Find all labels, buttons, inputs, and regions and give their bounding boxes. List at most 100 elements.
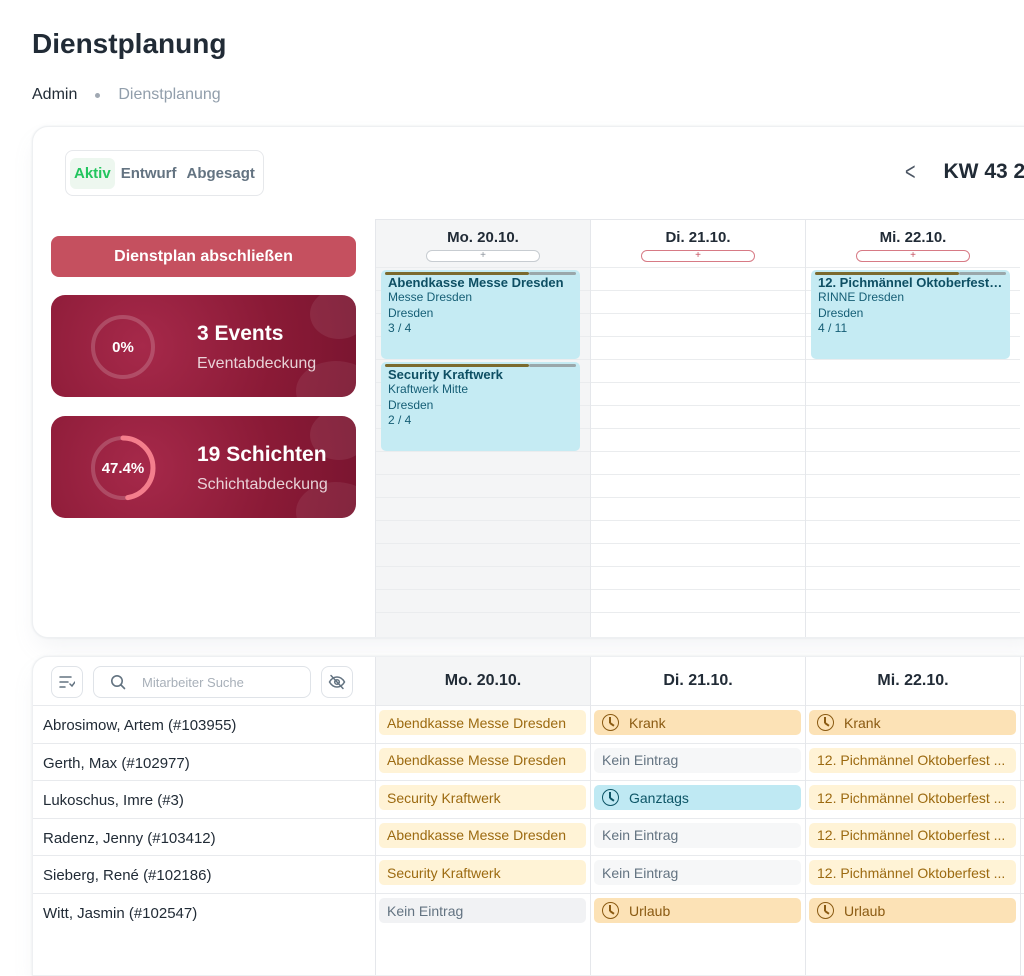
grid-line [806, 267, 1020, 268]
event-coverage-card: 0% 3 Events Eventabdeckung [51, 295, 356, 397]
event-progress-track [529, 272, 576, 275]
grid-line [591, 313, 805, 314]
grid-line [591, 428, 805, 429]
grid-line [806, 359, 1020, 360]
grid-line [806, 474, 1020, 475]
grid-line [591, 359, 805, 360]
event-title: Abendkasse Messe Dresden [388, 275, 564, 290]
grid-line [591, 451, 805, 452]
search-icon [111, 675, 126, 690]
shift-cell[interactable]: 12. Pichmännel Oktoberfest ... [809, 822, 1016, 848]
event-title: 12. Pichmännel Oktoberfest ... [818, 275, 1003, 290]
tab-entwurf[interactable]: Entwurf [120, 164, 177, 182]
grid-line [806, 589, 1020, 590]
staff-day-header: Mi. 22.10. [805, 657, 1020, 705]
filter-list-icon[interactable] [51, 666, 83, 698]
staff-name[interactable]: Sieberg, René (#102186) [43, 867, 212, 885]
table-row: Radenz, Jenny (#103412) Abendkasse Messe … [33, 817, 1024, 856]
shift-cell[interactable]: Ganztags [594, 785, 801, 811]
eye-off-icon[interactable] [321, 666, 353, 698]
grid-line [806, 451, 1020, 452]
grid-line [376, 474, 590, 475]
shift-cell[interactable]: Security Kraftwerk [379, 785, 586, 811]
event-progress-bar [385, 272, 529, 275]
grid-line [591, 520, 805, 521]
grid-line [376, 520, 590, 521]
event-staff-count: 3 / 4 [388, 321, 412, 335]
coverage-count: 19 Schichten [197, 443, 327, 466]
shift-label: Krank [844, 714, 881, 731]
grid-line [806, 428, 1020, 429]
staff-card: Mo. 20.10.Di. 21.10.Mi. 22.10. Abrosimow… [32, 656, 1024, 976]
progress-ring-icon [90, 435, 156, 501]
grid-line [591, 566, 805, 567]
page-title: Dienstplanung [32, 28, 227, 59]
event-card[interactable]: Security Kraftwerk Kraftwerk Mitte Dresd… [381, 362, 580, 451]
shift-cell[interactable]: Urlaub [809, 898, 1016, 923]
shift-cell[interactable]: Urlaub [594, 898, 801, 923]
staff-search-input[interactable] [142, 674, 302, 690]
shift-cell[interactable]: Krank [594, 710, 801, 735]
shift-label: Kein Eintrag [387, 902, 464, 919]
event-card[interactable]: 12. Pichmännel Oktoberfest ... RINNE Dre… [811, 270, 1010, 359]
add-event-button[interactable]: + [641, 250, 755, 262]
tab-aktiv[interactable]: Aktiv [70, 157, 115, 189]
event-card[interactable]: Abendkasse Messe Dresden Messe Dresden D… [381, 270, 580, 359]
shift-label: 12. Pichmännel Oktoberfest ... [817, 789, 1006, 806]
week-navigation: < KW 43 2 [905, 157, 1024, 186]
staff-name[interactable]: Lukoschus, Imre (#3) [43, 792, 184, 810]
grid-line [591, 543, 805, 544]
close-schedule-button[interactable]: Dienstplan abschließen [51, 236, 356, 277]
grid-line [376, 589, 590, 590]
grid-line [591, 405, 805, 406]
table-row: Gerth, Max (#102977) Abendkasse Messe Dre… [33, 742, 1024, 781]
shift-label: 12. Pichmännel Oktoberfest ... [817, 864, 1006, 881]
staff-day-header: Mo. 20.10. [375, 657, 590, 705]
staff-name[interactable]: Abrosimow, Artem (#103955) [43, 717, 237, 734]
staff-name[interactable]: Gerth, Max (#102977) [43, 754, 190, 772]
add-event-button[interactable]: + [856, 250, 970, 262]
table-row: Sieberg, René (#102186) Security Kraftwer… [33, 855, 1024, 893]
shift-label: Abendkasse Messe Dresden [387, 714, 566, 731]
shift-cell[interactable]: Kein Eintrag [594, 860, 801, 886]
event-progress-bar [385, 364, 529, 367]
grid-line [590, 657, 591, 975]
tab-abgesagt[interactable]: Abgesagt [186, 164, 255, 182]
table-row: Lukoschus, Imre (#3) Security Kraftwerk Ga… [33, 780, 1024, 818]
shift-cell[interactable]: Krank [809, 710, 1016, 735]
week-label: KW 43 2 [943, 160, 1024, 183]
grid-line [591, 382, 805, 383]
breadcrumb-admin[interactable]: Admin [32, 86, 78, 103]
shift-cell[interactable]: 12. Pichmännel Oktoberfest ... [809, 747, 1016, 773]
chevron-left-icon[interactable]: < [905, 157, 916, 186]
shift-cell[interactable]: Kein Eintrag [379, 898, 586, 923]
event-staff-count: 4 / 11 [818, 321, 848, 335]
shift-cell[interactable]: Abendkasse Messe Dresden [379, 747, 586, 773]
calendar-day-header: Mi. 22.10. + [806, 220, 1020, 267]
decor-blob [310, 295, 356, 339]
coverage-percent: 47.4% [101, 459, 145, 477]
event-title: Security Kraftwerk [388, 367, 503, 382]
shift-cell[interactable]: Kein Eintrag [594, 822, 801, 848]
shift-cell[interactable]: Security Kraftwerk [379, 860, 586, 886]
shift-label: 12. Pichmännel Oktoberfest ... [817, 752, 1006, 769]
add-event-button[interactable]: + [426, 250, 540, 262]
shift-cell[interactable]: 12. Pichmännel Oktoberfest ... [809, 860, 1016, 886]
staff-name[interactable]: Witt, Jasmin (#102547) [43, 905, 198, 922]
shift-cell[interactable]: Kein Eintrag [594, 747, 801, 773]
grid-line [806, 566, 1020, 567]
shift-label: Ganztags [629, 789, 689, 806]
staff-day-header: Di. 21.10. [590, 657, 805, 705]
shift-cell[interactable]: Abendkasse Messe Dresden [379, 710, 586, 735]
coverage-label: Eventabdeckung [197, 355, 317, 372]
progress-ring-icon [91, 315, 155, 379]
shift-label: Kein Eintrag [602, 864, 679, 881]
grid-line [806, 543, 1020, 544]
staff-name[interactable]: Radenz, Jenny (#103412) [43, 829, 216, 847]
shift-label: Kein Eintrag [602, 752, 679, 769]
shift-cell[interactable]: Abendkasse Messe Dresden [379, 822, 586, 848]
shift-cell[interactable]: 12. Pichmännel Oktoberfest ... [809, 785, 1016, 811]
clock-icon [602, 714, 619, 731]
grid-line [806, 497, 1020, 498]
week-calendar: Mo. 20.10. + Di. 21.10. + Mi. 22.10. + A… [375, 219, 1024, 637]
